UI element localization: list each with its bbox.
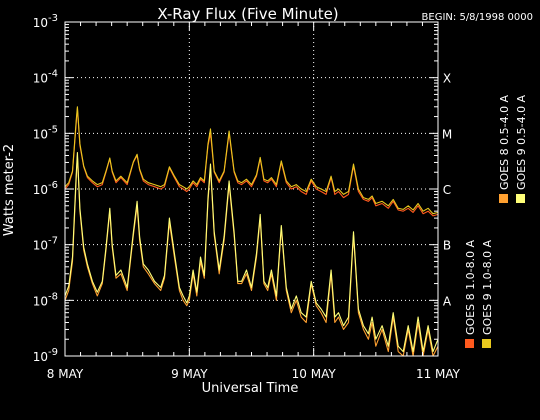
legend-swatch (465, 339, 474, 348)
series-layer (64, 106, 439, 357)
y-axis-label: Watts meter-2 (2, 144, 17, 236)
y-tick-label: 10-7 (33, 236, 58, 253)
legend-label: GOES 8 1.0-8.0 A (464, 239, 477, 335)
x-tick-label: 10 MAY (292, 367, 337, 381)
series-line (64, 154, 439, 357)
legend-swatch (516, 194, 525, 203)
flare-class-label: X (443, 72, 451, 86)
legend-label: GOES 9 0.5-4.0 A (515, 94, 528, 190)
legend-swatch (482, 339, 491, 348)
x-tick-label: 11 MAY (416, 367, 461, 381)
flare-class-label: B (443, 239, 451, 253)
chart-title: X-Ray Flux (Five Minute) (157, 5, 338, 23)
legend-label: GOES 9 1.0-8.0 A (481, 239, 494, 335)
flare-class-label: M (442, 127, 452, 141)
legend: GOES 8 1.0-8.0 A GOES 9 1.0-8.0 A GOES 8 0… (464, 94, 528, 348)
y-tick-label: 10-4 (33, 69, 58, 86)
x-tick-label: 8 MAY (47, 367, 84, 381)
series-line (64, 106, 439, 215)
x-axis-label: Universal Time (202, 381, 299, 396)
flare-class-label: A (443, 294, 452, 308)
x-tick-label: 9 MAY (171, 367, 208, 381)
y-tick-label: 10-9 (33, 347, 58, 364)
series-line (64, 152, 439, 353)
series-line (64, 107, 439, 217)
legend-swatch (499, 194, 508, 203)
y-tick-label: 10-8 (33, 291, 58, 308)
flare-class-label: C (443, 183, 451, 197)
axes: 10-9 10-8 10-7 10-6 10-5 10-4 10-3 8 MAY 9 MAY 10… (33, 13, 461, 381)
y-tick-label: 10-5 (33, 124, 58, 141)
begin-label: BEGIN: 5/8/1998 0000 (422, 12, 533, 23)
legend-label: GOES 8 0.5-4.0 A (498, 94, 511, 190)
y-tick-label: 10-3 (33, 13, 58, 30)
y-tick-label: 10-6 (33, 180, 58, 197)
